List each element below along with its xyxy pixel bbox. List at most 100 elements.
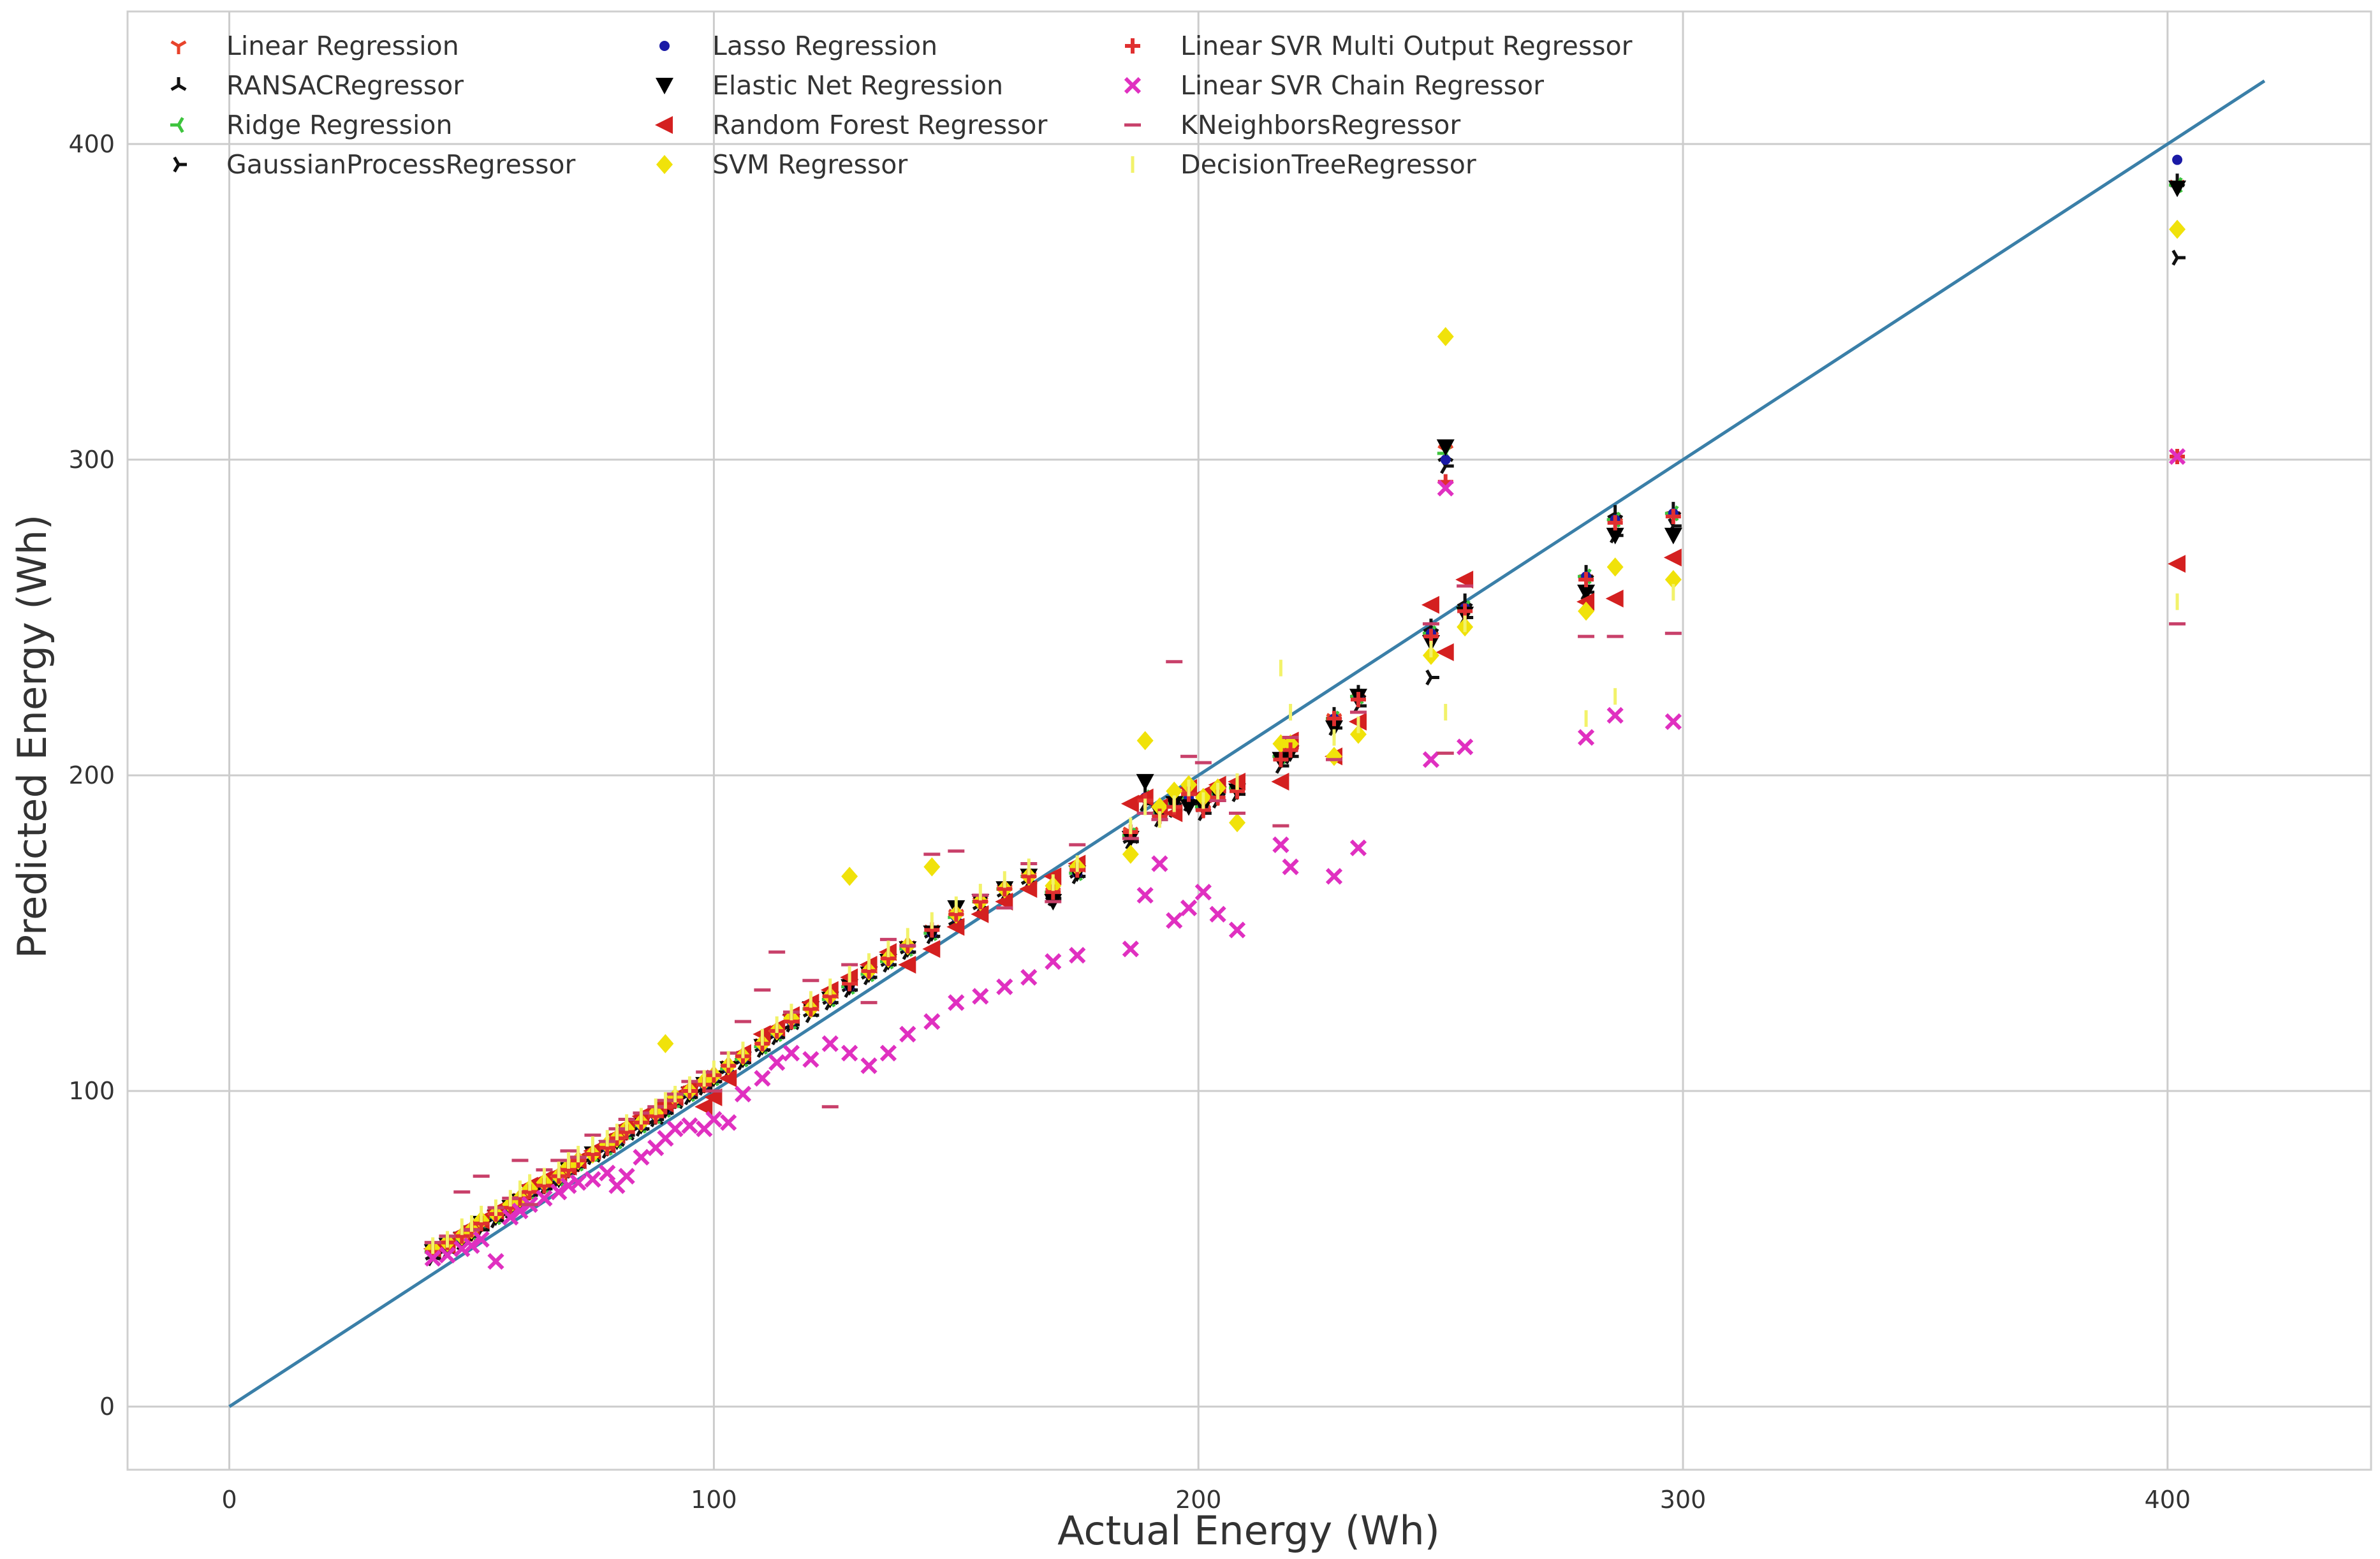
data-point bbox=[923, 857, 941, 877]
data-point bbox=[1606, 557, 1624, 577]
data-point bbox=[633, 1148, 650, 1166]
y-tick-label: 0 bbox=[99, 1393, 115, 1421]
x-axis-label: Actual Energy (Wh) bbox=[1057, 1507, 1440, 1554]
data-point bbox=[1440, 454, 1451, 465]
legend-marker bbox=[170, 117, 184, 133]
y-tick-label: 200 bbox=[68, 761, 115, 789]
data-point bbox=[1019, 880, 1038, 898]
data-point bbox=[584, 1171, 601, 1188]
data-point bbox=[657, 1034, 674, 1053]
data-point bbox=[841, 867, 858, 886]
data-point bbox=[1069, 946, 1086, 964]
data-point bbox=[550, 1183, 568, 1201]
legend-entry: SVM Regressor bbox=[656, 149, 907, 180]
data-point bbox=[1350, 692, 1366, 708]
data-point bbox=[879, 1044, 897, 1062]
legend-label: Lasso Regression bbox=[712, 31, 937, 61]
y-tick-label: 300 bbox=[68, 446, 115, 474]
legend-entry: Linear Regression bbox=[170, 31, 459, 61]
y-tick-label: 100 bbox=[68, 1077, 115, 1105]
data-point bbox=[487, 1253, 504, 1270]
data-point bbox=[1136, 731, 1154, 750]
x-tick-label: 400 bbox=[2145, 1486, 2191, 1514]
data-point bbox=[1326, 710, 1342, 726]
data-point bbox=[1349, 839, 1367, 856]
data-point bbox=[734, 1085, 752, 1103]
data-point bbox=[1578, 601, 1595, 621]
data-point bbox=[681, 1117, 698, 1134]
legend-entry: DecisionTreeRegressor bbox=[1131, 149, 1476, 180]
data-point bbox=[754, 1070, 771, 1087]
legend-entry: GaussianProcessRegressor bbox=[173, 149, 576, 180]
x-tick-labels: 0 100 200 300 400 bbox=[221, 1486, 2191, 1514]
data-point bbox=[1325, 868, 1343, 885]
data-point bbox=[1437, 479, 1454, 497]
data-point bbox=[1209, 905, 1226, 923]
legend-entry: KNeighborsRegressor bbox=[1124, 110, 1460, 140]
data-point bbox=[1325, 747, 1342, 766]
data-point bbox=[618, 1167, 635, 1185]
data-point bbox=[599, 1164, 616, 1182]
data-points bbox=[423, 154, 2187, 1270]
data-point bbox=[511, 1202, 529, 1220]
legend-entry: Elastic Net Regression bbox=[656, 70, 1003, 101]
legend-marker bbox=[170, 40, 187, 54]
data-point bbox=[1045, 953, 1062, 970]
legend-entry: Ridge Regression bbox=[170, 110, 452, 140]
x-tick-label: 200 bbox=[1175, 1486, 1222, 1514]
data-point bbox=[1607, 515, 1623, 531]
legend-label: SVM Regressor bbox=[712, 149, 907, 180]
data-point bbox=[1180, 899, 1198, 916]
data-point bbox=[1578, 572, 1594, 588]
data-point bbox=[2168, 180, 2187, 198]
data-point bbox=[2168, 448, 2186, 465]
data-point bbox=[1120, 794, 1139, 813]
data-point bbox=[1436, 643, 1454, 661]
data-point bbox=[971, 905, 989, 923]
data-point bbox=[898, 955, 916, 974]
data-point bbox=[1665, 509, 1681, 525]
legend-marker bbox=[1125, 38, 1140, 54]
legend-label: GaussianProcessRegressor bbox=[226, 149, 576, 180]
legend-label: Ridge Regression bbox=[226, 110, 452, 140]
data-point bbox=[2168, 555, 2186, 573]
data-point bbox=[995, 892, 1013, 911]
legend-label: RANSACRegressor bbox=[226, 70, 464, 101]
data-point bbox=[1437, 326, 1454, 346]
y-tick-labels: 0 100 200 300 400 bbox=[68, 130, 115, 1421]
data-point bbox=[768, 1054, 786, 1071]
data-point bbox=[841, 1044, 858, 1062]
data-point bbox=[1664, 527, 1682, 545]
data-point bbox=[1606, 706, 1624, 724]
legend-label: Random Forest Regressor bbox=[712, 110, 1048, 140]
y-axis-label: Predicted Energy (Wh) bbox=[9, 515, 55, 959]
legend-label: Linear Regression bbox=[226, 31, 459, 61]
legend-entry: RANSACRegressor bbox=[170, 70, 464, 101]
data-point bbox=[1194, 883, 1212, 901]
data-point bbox=[948, 994, 965, 1011]
data-point bbox=[1664, 713, 1682, 730]
data-point bbox=[1228, 921, 1246, 939]
data-point bbox=[923, 1013, 941, 1030]
data-point bbox=[1325, 720, 1343, 737]
data-point bbox=[1664, 570, 1682, 590]
data-point bbox=[705, 1111, 723, 1128]
data-point bbox=[1180, 799, 1198, 816]
data-point bbox=[1271, 772, 1289, 791]
data-point bbox=[1151, 797, 1168, 817]
x-tick-label: 100 bbox=[691, 1486, 737, 1514]
grid-lines bbox=[128, 11, 2371, 1470]
legend-marker bbox=[659, 41, 670, 51]
data-point bbox=[1577, 584, 1596, 601]
data-point bbox=[1455, 571, 1474, 589]
legend-label: Elastic Net Regression bbox=[712, 70, 1003, 101]
data-point bbox=[473, 1231, 490, 1248]
data-point bbox=[666, 1120, 684, 1138]
series-decisiontreeregressor bbox=[431, 583, 2179, 1254]
data-point bbox=[1272, 836, 1289, 853]
legend-marker bbox=[656, 155, 673, 174]
data-point bbox=[1282, 858, 1299, 875]
legend-label: Linear SVR Chain Regressor bbox=[1180, 70, 1544, 101]
legend-entry: Random Forest Regressor bbox=[655, 110, 1048, 140]
